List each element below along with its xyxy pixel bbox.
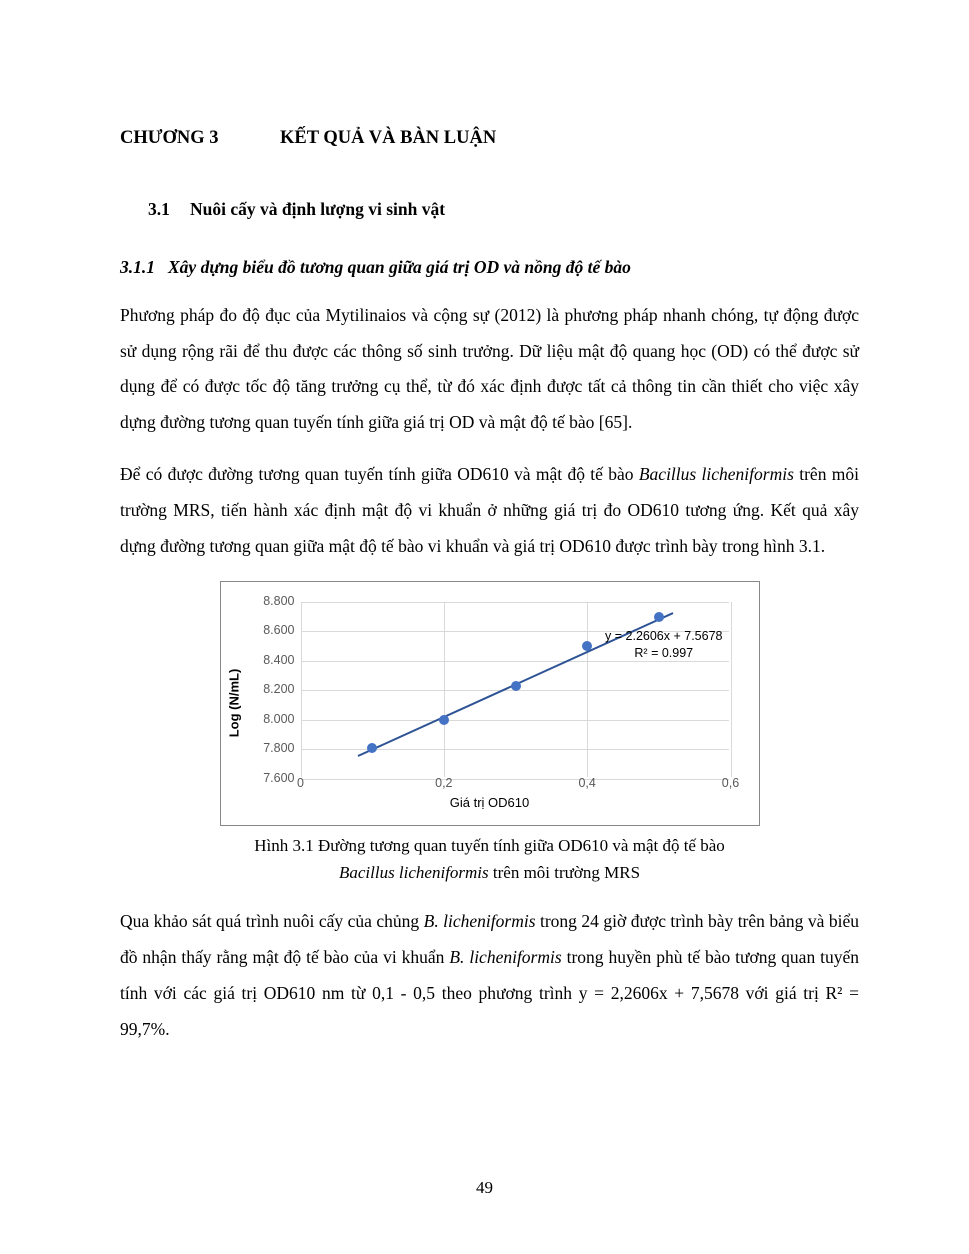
figure-3-1-caption: Hình 3.1 Đường tương quan tuyến tính giữ… <box>120 832 859 886</box>
section-3-1-heading: 3.1Nuôi cấy và định lượng vi sinh vật <box>148 192 859 228</box>
y-tick-label: 7.600 <box>263 766 294 792</box>
figure-3-1-container: Log (N/mL) Giá trị OD610 y = 2.2606x + 7… <box>120 581 859 826</box>
data-marker <box>367 743 377 753</box>
figure-3-1-chart: Log (N/mL) Giá trị OD610 y = 2.2606x + 7… <box>220 581 760 826</box>
chapter-title: KẾT QUẢ VÀ BÀN LUẬN <box>280 128 496 148</box>
page-number: 49 <box>476 1171 493 1206</box>
data-marker <box>582 641 592 651</box>
gridline-v <box>731 602 732 777</box>
y-axis-label: Log (N/mL) <box>221 669 248 738</box>
species-name: Bacillus licheniformis <box>339 863 489 882</box>
text-run: Để có được đường tương quan tuyến tính g… <box>120 464 639 484</box>
caption-tail: trên môi trường MRS <box>489 863 640 882</box>
y-tick-label: 8.600 <box>263 618 294 644</box>
y-tick-label: 8.400 <box>263 648 294 674</box>
x-axis-label: Giá trị OD610 <box>450 790 529 817</box>
data-marker <box>511 681 521 691</box>
y-tick-label: 8.200 <box>263 677 294 703</box>
subsection-number: 3.1.1 <box>120 250 168 286</box>
subsection-3-1-1-heading: 3.1.1Xây dựng biểu đồ tương quan giữa gi… <box>120 250 859 286</box>
gridline-v <box>444 602 445 777</box>
equation-text: y = 2.2606x + 7.5678 <box>605 629 722 643</box>
trendline-equation: y = 2.2606x + 7.5678 R² = 0.997 <box>605 628 722 662</box>
data-marker <box>439 715 449 725</box>
species-abbrev: B. licheniformis <box>449 947 561 967</box>
y-tick-label: 8.800 <box>263 589 294 615</box>
subsection-title: Xây dựng biểu đồ tương quan giữa giá trị… <box>168 257 631 277</box>
gridline-h <box>301 602 729 603</box>
gridline-v <box>587 602 588 777</box>
x-tick-label: 0,6 <box>722 771 739 797</box>
gridline-h <box>301 779 729 780</box>
paragraph-1: Phương pháp đo độ đục của Mytilinaios và… <box>120 298 859 442</box>
paragraph-2: Để có được đường tương quan tuyến tính g… <box>120 457 859 565</box>
data-marker <box>654 612 664 622</box>
y-tick-label: 7.800 <box>263 736 294 762</box>
gridline-h <box>301 749 729 750</box>
gridline-h <box>301 720 729 721</box>
species-abbrev: B. licheniformis <box>424 911 536 931</box>
x-tick-label: 0 <box>297 771 304 797</box>
gridline-v <box>301 602 302 777</box>
caption-line-1: Hình 3.1 Đường tương quan tuyến tính giữ… <box>254 836 725 855</box>
text-run: Qua khảo sát quá trình nuôi cấy của chủn… <box>120 911 424 931</box>
section-title: Nuôi cấy và định lượng vi sinh vật <box>190 199 445 219</box>
chapter-number: CHƯƠNG 3 <box>120 120 280 158</box>
chapter-heading: CHƯƠNG 3KẾT QUẢ VÀ BÀN LUẬN <box>120 120 859 158</box>
paragraph-3: Qua khảo sát quá trình nuôi cấy của chủn… <box>120 904 859 1048</box>
r-squared-text: R² = 0.997 <box>634 646 693 660</box>
y-tick-label: 8.000 <box>263 707 294 733</box>
species-name: Bacillus licheniformis <box>639 464 794 484</box>
x-tick-label: 0,2 <box>435 771 452 797</box>
x-tick-label: 0,4 <box>578 771 595 797</box>
section-number: 3.1 <box>148 192 190 228</box>
